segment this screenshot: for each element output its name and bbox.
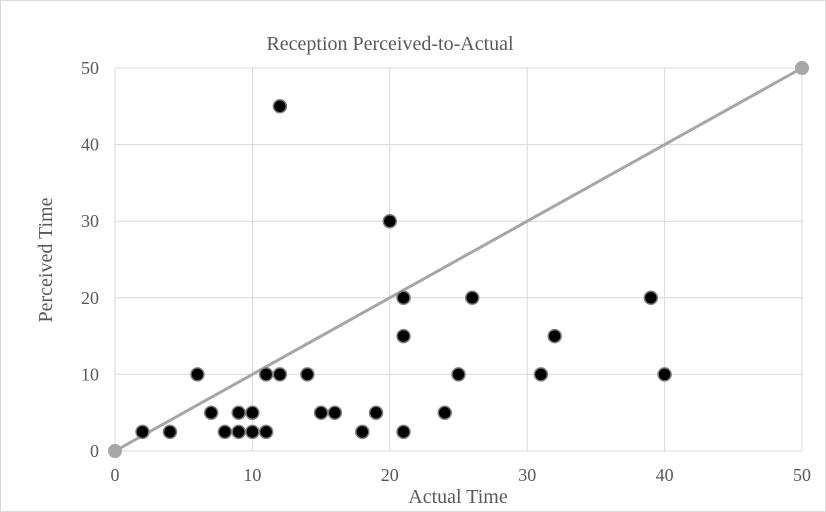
y-tick-label: 20: [81, 288, 99, 308]
data-point: [217, 424, 233, 440]
data-point: [643, 290, 659, 306]
y-tick-label: 10: [81, 364, 99, 384]
data-point: [396, 290, 411, 306]
x-tick-labels: 0 10 20 30 40 50: [111, 465, 812, 485]
data-point: [300, 367, 315, 382]
data-point: [355, 424, 370, 440]
data-points: [135, 99, 672, 440]
data-point: [547, 328, 562, 344]
data-point: [258, 424, 274, 440]
data-point: [396, 424, 411, 440]
data-point: [464, 290, 480, 306]
reference-line-marker: [795, 61, 809, 75]
data-point: [272, 367, 288, 382]
x-tick-label: 40: [656, 465, 674, 485]
grid-lines: [114, 67, 803, 452]
x-axis-label: Actual Time: [408, 486, 508, 508]
data-point: [231, 424, 246, 440]
y-tick-label: 50: [81, 58, 99, 78]
y-tick-label: 40: [81, 135, 99, 155]
data-point: [533, 367, 549, 382]
data-point: [382, 213, 398, 229]
x-tick-label: 30: [518, 465, 536, 485]
reference-line-marker: [108, 444, 122, 458]
data-point: [368, 405, 384, 420]
data-point: [258, 367, 274, 382]
x-tick-label: 10: [243, 465, 261, 485]
reference-line-segment: [114, 66, 803, 453]
data-point: [231, 405, 246, 420]
data-point: [451, 367, 466, 382]
data-point: [313, 405, 329, 420]
data-point: [162, 424, 178, 440]
data-point: [657, 367, 672, 382]
y-tick-label: 0: [90, 441, 99, 461]
data-point: [203, 405, 219, 420]
data-point: [135, 424, 150, 440]
data-point: [396, 328, 411, 344]
data-point: [245, 405, 260, 420]
x-tick-label: 0: [111, 465, 120, 485]
data-point: [327, 405, 343, 420]
y-axis-label: Perceived Time: [35, 197, 57, 322]
data-point: [272, 99, 288, 114]
x-tick-label: 50: [793, 465, 811, 485]
reference-line: [108, 61, 809, 458]
x-tick-label: 20: [381, 465, 399, 485]
data-point: [245, 424, 260, 440]
chart-title: Reception Perceived-to-Actual: [266, 33, 514, 55]
data-point: [437, 405, 453, 420]
y-tick-labels: 0 10 20 30 40 50: [81, 58, 99, 461]
data-point: [190, 367, 205, 382]
y-tick-label: 30: [81, 211, 99, 231]
